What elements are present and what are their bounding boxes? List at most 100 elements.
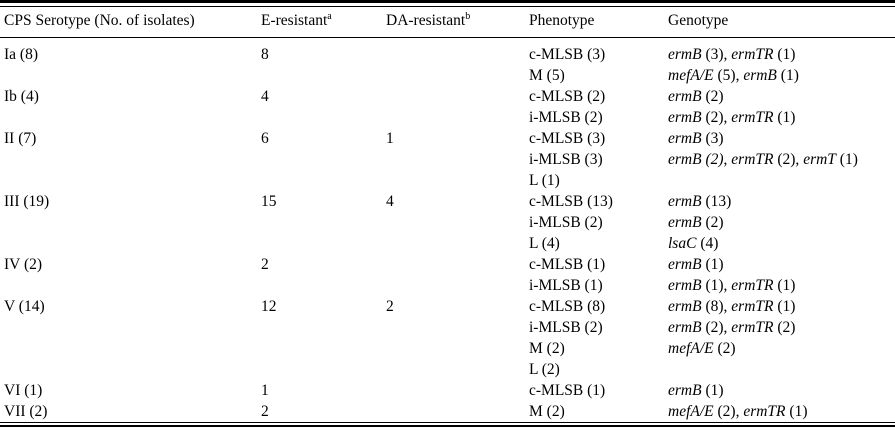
serotype-cell xyxy=(0,107,261,128)
da-resistant-cell: 4 xyxy=(386,193,394,210)
e-resistant-cell xyxy=(261,107,386,128)
genotype-cell xyxy=(668,359,895,380)
e-resistant-cell xyxy=(261,170,386,191)
serotype-cell: IV (2) xyxy=(4,256,43,273)
gene-count: (1) xyxy=(773,277,796,294)
phenotype-cell: L (2) xyxy=(529,361,560,378)
gene-name: ermB xyxy=(668,256,702,273)
table-row: i-MLSB (2) ermB (2), ermTR (2) xyxy=(0,317,895,338)
phenotype-cell: i-MLSB (2) xyxy=(529,319,603,336)
gene-name: ermB xyxy=(668,298,702,315)
e-resistant-cell: 2 xyxy=(261,256,269,273)
phenotype-cell: L (4) xyxy=(529,235,560,252)
phenotype-cell: i-MLSB (3) xyxy=(529,151,603,168)
genotype-cell: mefA/E (5), ermB (1) xyxy=(668,65,895,86)
gene-name: ermB xyxy=(668,46,702,63)
genotype-cell: ermB (3), ermTR (1) xyxy=(668,38,895,66)
serotype-cell: VII (2) xyxy=(4,403,48,420)
e-resistant-cell xyxy=(261,338,386,359)
phenotype-cell: c-MLSB (1) xyxy=(529,256,606,273)
gene-count: (3), xyxy=(701,46,732,63)
phenotype-cell: c-MLSB (3) xyxy=(529,46,606,63)
genotype-cell: ermB (2) xyxy=(668,212,895,233)
genotype-cell: ermB (1), ermTR (1) xyxy=(668,275,895,296)
col-header-label: Phenotype xyxy=(529,12,595,29)
genotype-cell: lsaC (4) xyxy=(668,233,895,254)
col-header-label: E-resistant xyxy=(261,12,328,29)
genotype-cell: ermB (13) xyxy=(668,191,895,212)
genotype-cell: ermB (2), ermTR (2) xyxy=(668,317,895,338)
serotype-cell xyxy=(0,233,261,254)
gene-count: (2), xyxy=(701,109,732,126)
e-resistant-cell xyxy=(261,212,386,233)
gene-name: ermB xyxy=(668,382,702,399)
genotype-cell: ermB (3) xyxy=(668,128,895,149)
gene-count: (1) xyxy=(701,382,724,399)
serotype-cell xyxy=(0,65,261,86)
da-resistant-cell xyxy=(386,317,529,338)
genotype-cell: ermB (2), ermTR (2), ermT (1) xyxy=(668,149,895,170)
gene-count: (2), xyxy=(773,151,804,168)
table-row: Ia (8) 8 c-MLSB (3) ermB (3), ermTR (1) xyxy=(0,38,895,66)
gene-count: (1), xyxy=(701,277,732,294)
da-resistant-cell xyxy=(386,275,529,296)
gene-name: ermB xyxy=(668,319,702,336)
genotype-cell: ermB (8), ermTR (1) xyxy=(668,296,895,317)
e-resistant-cell: 1 xyxy=(261,382,269,399)
e-resistant-cell: 8 xyxy=(261,46,269,63)
table-row: Ib (4) 4 c-MLSB (2) ermB (2) xyxy=(0,86,895,107)
da-resistant-cell xyxy=(386,107,529,128)
gene-count: (13) xyxy=(701,193,732,210)
table-bottom-rule-inner xyxy=(0,422,895,423)
e-resistant-cell xyxy=(261,317,386,338)
da-resistant-cell xyxy=(386,170,529,191)
table-row: L (4) lsaC (4) xyxy=(0,233,895,254)
genotype-cell: mefA/E (2) xyxy=(668,338,895,359)
gene-name: mefA/E xyxy=(668,340,714,357)
gene-count: (3) xyxy=(701,130,724,147)
serotype-cell: Ia (8) xyxy=(4,46,38,63)
serotype-cell: V (14) xyxy=(4,298,45,315)
gene-name: ermTR xyxy=(743,403,786,420)
gene-count: (1) xyxy=(701,256,724,273)
da-resistant-cell xyxy=(386,233,529,254)
phenotype-cell: i-MLSB (2) xyxy=(529,109,603,126)
phenotype-cell: M (2) xyxy=(529,403,565,420)
phenotype-cell: M (2) xyxy=(529,340,565,357)
da-resistant-cell xyxy=(386,338,529,359)
serotype-cell xyxy=(0,212,261,233)
col-header-phenotype: Phenotype xyxy=(529,7,668,38)
gene-name: mefA/E xyxy=(668,403,714,420)
table-row: V (14) 12 2 c-MLSB (8) ermB (8), ermTR (1) xyxy=(0,296,895,317)
phenotype-cell: L (1) xyxy=(529,172,560,189)
table-row: M (2) mefA/E (2) xyxy=(0,338,895,359)
gene-count: (2) xyxy=(713,340,736,357)
gene-name: ermTR xyxy=(731,319,774,336)
gene-name: ermTR xyxy=(731,46,774,63)
e-resistant-cell xyxy=(261,65,386,86)
gene-count: (8), xyxy=(701,298,732,315)
gene-name: ermTR xyxy=(731,298,774,315)
da-resistant-cell xyxy=(386,401,529,422)
serotype-cell xyxy=(0,149,261,170)
phenotype-cell: c-MLSB (13) xyxy=(529,193,613,210)
genotype-cell: ermB (1) xyxy=(668,254,895,275)
serotype-cell xyxy=(0,359,261,380)
gene-count: (2), xyxy=(713,403,744,420)
serotype-cell: Ib (4) xyxy=(4,88,39,105)
genotype-cell: ermB (2), ermTR (1) xyxy=(668,107,895,128)
gene-count: (1) xyxy=(835,151,858,168)
serotype-cell xyxy=(0,275,261,296)
genotype-cell: ermB (2) xyxy=(668,86,895,107)
gene-name: ermTR xyxy=(731,151,774,168)
table-row: i-MLSB (3) ermB (2), ermTR (2), ermT (1) xyxy=(0,149,895,170)
col-header-label: Genotype xyxy=(668,12,729,29)
gene-count: (1) xyxy=(773,298,796,315)
gene-count: (2) xyxy=(701,88,724,105)
gene-name: ermB xyxy=(668,109,702,126)
col-header-label: CPS Serotype (No. of isolates) xyxy=(4,12,195,29)
da-resistant-cell xyxy=(386,254,529,275)
genotype-cell: mefA/E (2), ermTR (1) xyxy=(668,401,895,422)
gene-count: (2) xyxy=(701,214,724,231)
e-resistant-cell: 12 xyxy=(261,298,277,315)
